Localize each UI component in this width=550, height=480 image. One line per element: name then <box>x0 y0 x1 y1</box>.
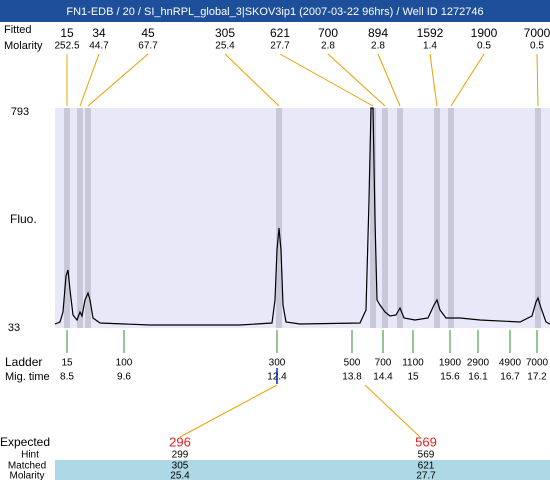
peak-molarity: 252.5 <box>54 41 79 52</box>
peak-size: 1592 <box>417 26 444 40</box>
y-top-label: 793 <box>11 106 29 118</box>
peak-connector <box>79 53 100 107</box>
ladder-size: 2900 <box>467 358 490 369</box>
connector <box>364 384 421 438</box>
mig-time: 15.6 <box>440 372 460 383</box>
peak-molarity: 1.4 <box>423 41 437 52</box>
ladder-size: 7000 <box>526 358 549 369</box>
peak-band <box>382 108 388 328</box>
matched-value: 621 <box>418 461 435 472</box>
ladder-size: 700 <box>375 358 392 369</box>
mig-time: 17.2 <box>527 372 547 383</box>
mig-time: 9.6 <box>117 372 131 383</box>
matched-label: Matched <box>8 461 46 472</box>
expected-value: 569 <box>415 434 437 449</box>
molarity-label: Molarity <box>9 471 44 480</box>
ladder-size: 300 <box>269 358 286 369</box>
peak-size: 7000 <box>524 26 550 40</box>
mig-time: 14.4 <box>373 372 393 383</box>
peak-size: 45 <box>141 26 155 40</box>
peak-band <box>434 108 440 328</box>
peak-size: 700 <box>318 26 338 40</box>
peak-band <box>448 108 454 328</box>
mig-label: Mig. time <box>5 371 50 383</box>
peak-band <box>370 108 376 328</box>
peak-molarity: 0.5 <box>477 41 491 52</box>
expected-value: 296 <box>169 434 191 449</box>
size-label: Fitted <box>4 24 32 36</box>
expected-label: Expected <box>0 435 50 449</box>
peak-size: 15 <box>60 26 74 40</box>
peak-size: 894 <box>368 26 388 40</box>
ladder-size: 100 <box>116 358 133 369</box>
molarity-label: Molarity <box>4 40 43 52</box>
ladder-size: 500 <box>344 358 361 369</box>
trace <box>54 107 550 326</box>
peak-size: 34 <box>92 26 106 40</box>
ladder-size: 15 <box>61 358 73 369</box>
peak-molarity: 67.7 <box>138 41 158 52</box>
molarity-value: 25.4 <box>170 471 190 480</box>
peak-band <box>276 108 282 328</box>
hint-label: Hint <box>21 450 39 461</box>
y-bottom-label: 33 <box>8 322 20 334</box>
peak-connector <box>377 53 401 107</box>
peak-molarity: 2.8 <box>321 41 335 52</box>
peak-band <box>77 108 83 328</box>
peak-molarity: 44.7 <box>89 41 109 52</box>
peak-molarity: 27.7 <box>270 41 290 52</box>
connector <box>179 384 278 438</box>
peak-size: 305 <box>215 26 235 40</box>
matched-band <box>55 460 550 480</box>
peak-connector <box>536 53 539 107</box>
ladder-size: 4900 <box>499 358 522 369</box>
mig-time: 8.5 <box>60 372 74 383</box>
peak-band <box>85 108 91 328</box>
peak-connector <box>450 53 485 107</box>
peak-size: 621 <box>270 26 290 40</box>
title: FN1-EDB / 20 / SI_hnRPL_global_3|SKOV3ip… <box>66 6 483 18</box>
mig-time: 16.7 <box>500 372 520 383</box>
peak-size: 1900 <box>471 26 498 40</box>
mig-time: 16.1 <box>468 372 488 383</box>
peak-connector <box>279 53 374 107</box>
peak-connector <box>224 53 280 107</box>
peak-band <box>535 108 541 328</box>
mig-time: 12.4 <box>267 372 287 383</box>
ladder-size: 1100 <box>402 358 424 369</box>
peak-molarity: 25.4 <box>215 41 235 52</box>
y-axis-label: Fluo. <box>10 212 37 226</box>
peak-band <box>397 108 403 328</box>
hint-value: 569 <box>418 450 435 461</box>
matched-value: 305 <box>172 461 189 472</box>
peak-molarity: 2.8 <box>371 41 385 52</box>
peak-connector <box>87 53 149 107</box>
hint-value: 299 <box>172 450 189 461</box>
mig-time: 13.8 <box>342 372 362 383</box>
mig-time: 15 <box>407 372 419 383</box>
peak-molarity: 0.5 <box>530 41 544 52</box>
plot-area <box>55 108 550 328</box>
peak-connector <box>327 53 386 107</box>
title-bar <box>0 0 550 22</box>
ladder-label: Ladder <box>5 355 42 369</box>
ladder-size: 1900 <box>439 358 462 369</box>
peak-band <box>64 108 70 328</box>
peak-connector <box>429 53 438 107</box>
molarity-value: 27.7 <box>416 471 436 480</box>
